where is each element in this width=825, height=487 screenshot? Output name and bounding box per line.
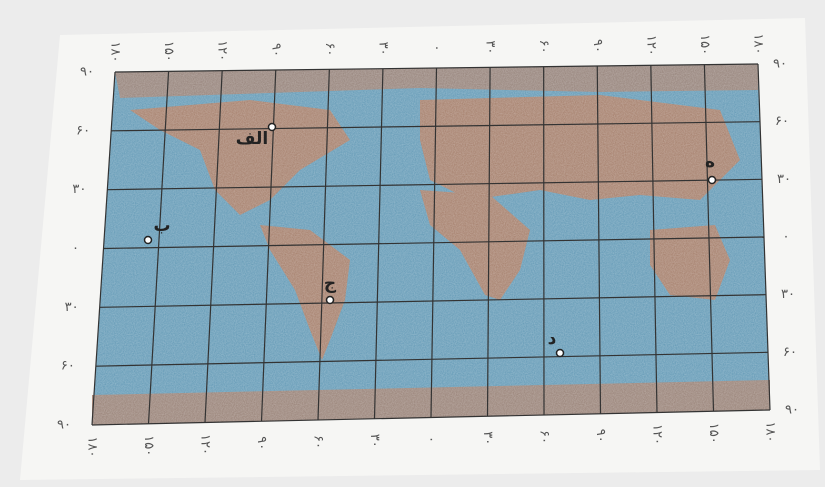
bottom-label: ۱۵۰ [141, 435, 156, 456]
bottom-label: ۹۰ [254, 436, 269, 450]
top-label: ۱۸۰ [751, 34, 766, 55]
parallel [99, 294, 767, 308]
bottom-label: ۱۸۰ [85, 437, 100, 458]
top-label: ۱۵۰ [697, 34, 712, 55]
point-label: د [548, 329, 557, 349]
top-label: ۶۰ [322, 42, 337, 56]
parallel [111, 121, 761, 132]
top-label: ۱۲۰ [643, 35, 658, 56]
point-label: ب [153, 216, 170, 236]
bottom-label: ۱۸۰ [763, 422, 778, 443]
bottom-label: ۹۰ [593, 429, 608, 443]
right-label: ۶۰ [783, 345, 797, 360]
crayon-texture [92, 64, 770, 425]
bottom-label: ۰ [424, 436, 439, 443]
bottom-label: ۳۰ [480, 431, 495, 445]
graticule [91, 63, 771, 426]
parallel [95, 351, 769, 367]
top-label: ۹۰ [268, 43, 283, 57]
left-label: ۹۰ [57, 418, 71, 433]
point-marker [555, 348, 565, 358]
point-marker [267, 122, 277, 132]
bottom-label: ۱۲۰ [650, 424, 665, 445]
right-label: ۰ [783, 230, 790, 245]
bottom-label: ۳۰ [367, 434, 382, 448]
top-label: ۱۵۰ [161, 41, 176, 62]
point-marker [707, 175, 717, 185]
left-label: ۰ [72, 241, 79, 256]
left-label: ۳۰ [72, 182, 86, 197]
point-marker [325, 295, 335, 305]
bottom-label: ۱۲۰ [198, 434, 213, 455]
point-label: ج [324, 274, 337, 294]
point-label: الف [236, 129, 268, 149]
top-label: ۹۰ [590, 39, 605, 53]
bottom-label: ۱۵۰ [706, 423, 721, 444]
top-label: ۳۰ [375, 42, 390, 56]
labels: ۱۸۰ ۱۸۰ ۱۵۰ ۱۵۰ ۱۲۰ ۱۲۰ ۹۰ ۹۰ ۶۰ ۶۰ ۳۰ ۳۰ ۰ ۰ ۳۰ ۳۰ ۶۰ ۶۰… [57, 34, 799, 458]
right-label: ۹۰ [773, 57, 787, 72]
left-label: ۹۰ [80, 65, 94, 80]
top-label: ۶۰ [536, 40, 551, 54]
left-label: ۳۰ [65, 300, 79, 315]
top-label: ۱۲۰ [215, 40, 230, 61]
parallel [103, 236, 765, 250]
bottom-label: ۶۰ [537, 430, 552, 444]
right-label: ۶۰ [775, 114, 789, 129]
left-label: ۶۰ [61, 359, 75, 374]
point-marker [143, 235, 153, 245]
right-label: ۳۰ [781, 287, 795, 302]
point-label: ه [705, 152, 715, 172]
parallel [114, 63, 759, 73]
bottom-label: ۶۰ [311, 435, 326, 449]
map [92, 64, 770, 425]
right-label: ۳۰ [777, 172, 791, 187]
right-label: ۹۰ [785, 403, 799, 418]
parallel [91, 409, 771, 426]
top-label: ۳۰ [483, 40, 498, 54]
left-label: ۶۰ [76, 123, 90, 138]
top-label: ۰ [429, 45, 444, 52]
parallel [107, 178, 763, 191]
top-label: ۱۸۰ [108, 42, 123, 63]
